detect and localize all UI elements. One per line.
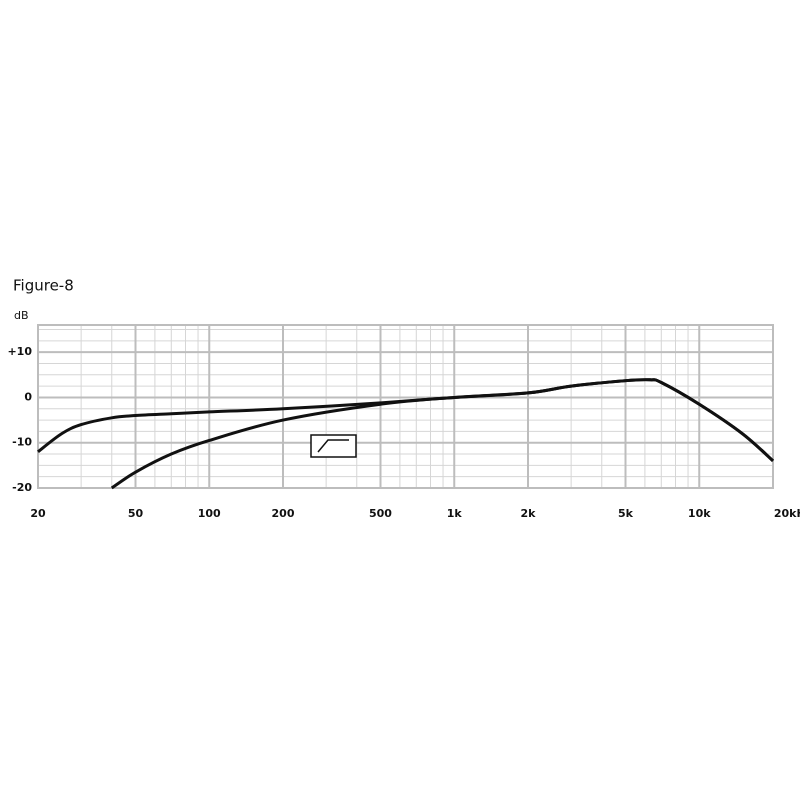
- x-tick-label: 500: [369, 507, 392, 520]
- x-tick-label: 100: [198, 507, 221, 520]
- x-tick-label: 50: [128, 507, 144, 520]
- plot-frame: [37, 324, 774, 489]
- y-axis-label: dB: [14, 309, 29, 322]
- response-curve: [110, 378, 774, 490]
- x-tick-label: 5k: [618, 507, 634, 520]
- x-tick-label: 20: [30, 507, 46, 520]
- chart-title: Figure-8: [13, 277, 74, 295]
- y-tick-label: -20: [12, 481, 32, 494]
- x-tick-label: 2k: [521, 507, 537, 520]
- x-tick-label: 10k: [688, 507, 711, 520]
- highpass-icon: [310, 434, 357, 458]
- icon-frame: [310, 434, 357, 458]
- grid: [37, 324, 774, 489]
- y-tick-label: +10: [7, 345, 32, 358]
- x-tick-label: 200: [272, 507, 295, 520]
- x-tick-label: 20kHz: [774, 507, 800, 520]
- icon-curve: [317, 439, 349, 453]
- x-tick-label: 1k: [447, 507, 463, 520]
- y-tick-label: -10: [12, 436, 32, 449]
- y-tick-label: 0: [24, 390, 32, 403]
- lines: [37, 378, 774, 490]
